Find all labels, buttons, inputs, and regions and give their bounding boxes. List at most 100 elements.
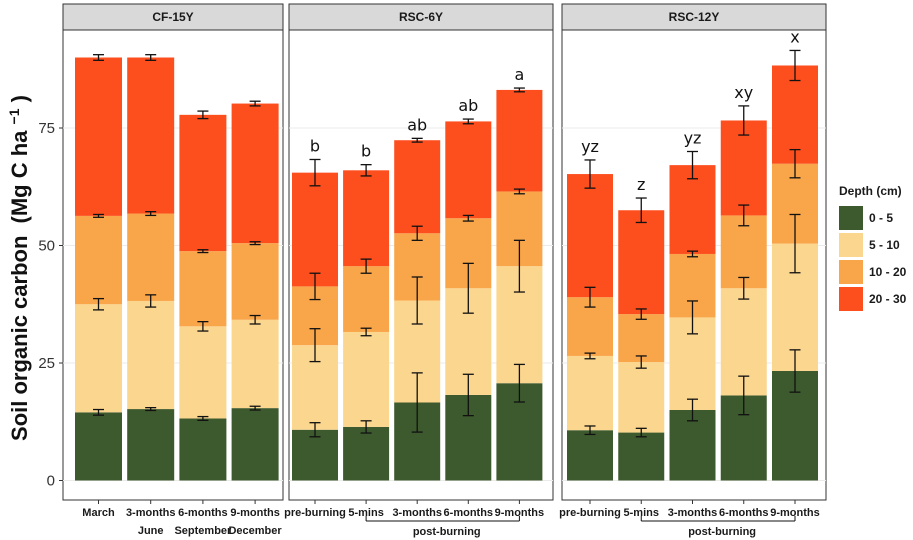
error-bar: [738, 375, 750, 416]
significance-letter: yz: [684, 129, 702, 148]
error-bar: [462, 214, 474, 222]
bar-june: [127, 54, 175, 481]
panel-cf-15y: CF-15Y March 3-months June 6-months September…: [62, 3, 284, 537]
y-axis: 0 25 50 75: [38, 120, 63, 490]
bar-segment-depth-4: [75, 57, 122, 216]
bar-segment-depth-1: [127, 409, 175, 481]
bar-5-mins: b: [343, 142, 390, 481]
panel-rsc-6y: RSC-6Y b pre-burning b 5-mins ab 3-months ab 6-m…: [284, 3, 554, 538]
bar-segment-depth-4: [394, 140, 441, 234]
bar-segment-depth-3: [343, 266, 390, 332]
error-bar: [738, 276, 750, 300]
bar-3-months: ab: [394, 115, 441, 481]
x-tick-label: 5-mins: [348, 507, 383, 519]
significance-letter: z: [637, 175, 645, 194]
error-bar: [411, 137, 423, 143]
significance-letter: a: [514, 65, 524, 84]
bar-segment-depth-4: [496, 89, 543, 192]
error-bar: [93, 408, 104, 416]
bar-segment-depth-3: [231, 243, 279, 320]
bar-segment-depth-2: [231, 319, 279, 409]
significance-letter: b: [361, 142, 371, 161]
error-bar: [584, 352, 596, 360]
bar-segment-depth-2: [343, 331, 390, 427]
legend-title: Depth (cm): [839, 184, 902, 198]
bar-segment-depth-4: [343, 170, 390, 267]
significance-letter: ab: [407, 115, 427, 134]
error-bar: [513, 239, 525, 293]
bar-segment-depth-1: [179, 418, 227, 481]
bar-segment-depth-4: [179, 114, 227, 252]
error-bar: [249, 314, 261, 325]
significance-letter: x: [790, 27, 799, 46]
bar-6-months: xy: [720, 83, 767, 481]
post-burning-bracket: [640, 516, 796, 522]
error-bar: [249, 100, 261, 107]
error-bar: [249, 405, 261, 411]
panel-strip: [288, 3, 554, 31]
x-tick-label: 3-months: [392, 507, 442, 519]
bar-segment-depth-4: [720, 120, 767, 216]
error-bar: [584, 286, 596, 308]
error-bar: [197, 249, 209, 254]
bar-segment-depth-1: [292, 429, 338, 481]
x-tick-label: March: [82, 507, 115, 519]
bar-segment-depth-1: [618, 432, 665, 481]
error-bar: [687, 150, 698, 180]
error-bar: [309, 422, 321, 438]
bar-december: [231, 100, 279, 481]
error-bar: [462, 262, 474, 314]
bar-segment-depth-3: [720, 215, 767, 289]
legend-label: 10 - 20: [869, 265, 907, 279]
y-tick-label: 0: [47, 473, 55, 490]
bar-3-months: yz: [669, 129, 716, 481]
error-bar: [309, 158, 321, 187]
bar-segment-depth-4: [567, 174, 613, 298]
error-bar: [584, 425, 596, 436]
error-bar: [411, 276, 423, 325]
x-tick-label: 3-months: [668, 507, 718, 519]
bar-segment-depth-3: [75, 215, 122, 305]
bar-segment-depth-1: [567, 430, 613, 481]
error-bar: [249, 241, 261, 246]
bar-segment-depth-4: [292, 172, 338, 287]
error-bar: [360, 258, 372, 274]
error-bar: [145, 406, 157, 412]
bar-segment-depth-2: [618, 362, 665, 433]
bar-march: [75, 54, 122, 481]
x-tick-label: 6-months: [444, 507, 494, 519]
significance-letter: xy: [734, 83, 753, 102]
legend-swatch: [839, 206, 863, 230]
x-tick-label: 9-months: [230, 507, 280, 519]
error-bar: [462, 118, 474, 125]
error-bar: [687, 300, 698, 335]
bar-september: [179, 110, 227, 481]
panel-strip: [62, 3, 284, 31]
bar-segment-depth-3: [618, 314, 665, 363]
y-tick-label: 25: [38, 355, 55, 372]
bar-segment-depth-4: [231, 103, 279, 244]
bar-segment-depth-1: [231, 408, 279, 481]
error-bar: [360, 420, 372, 434]
error-bar: [635, 355, 647, 369]
x-tick-label: 6-months: [178, 507, 228, 519]
error-bar: [145, 54, 157, 61]
significance-letter: b: [310, 136, 320, 155]
bar-segment-depth-3: [127, 213, 175, 301]
bar-segment-depth-1: [75, 412, 122, 481]
error-bar: [584, 159, 596, 189]
panel-rsc-12y: RSC-12Y yz pre-burning z 5-mins yz 3-months xy 6…: [559, 3, 827, 538]
error-bar: [197, 415, 209, 421]
group-label-post-burning: post-burning: [413, 526, 481, 538]
legend-label: 20 - 30: [869, 292, 907, 306]
error-bar: [513, 363, 525, 403]
error-bar: [687, 250, 698, 258]
bar-segment-depth-4: [127, 57, 175, 214]
error-bar: [513, 188, 525, 195]
error-bar: [93, 54, 104, 61]
error-bar: [309, 272, 321, 301]
bar-segment-depth-2: [75, 304, 122, 413]
legend-swatch: [839, 287, 863, 311]
error-bar: [197, 110, 209, 120]
